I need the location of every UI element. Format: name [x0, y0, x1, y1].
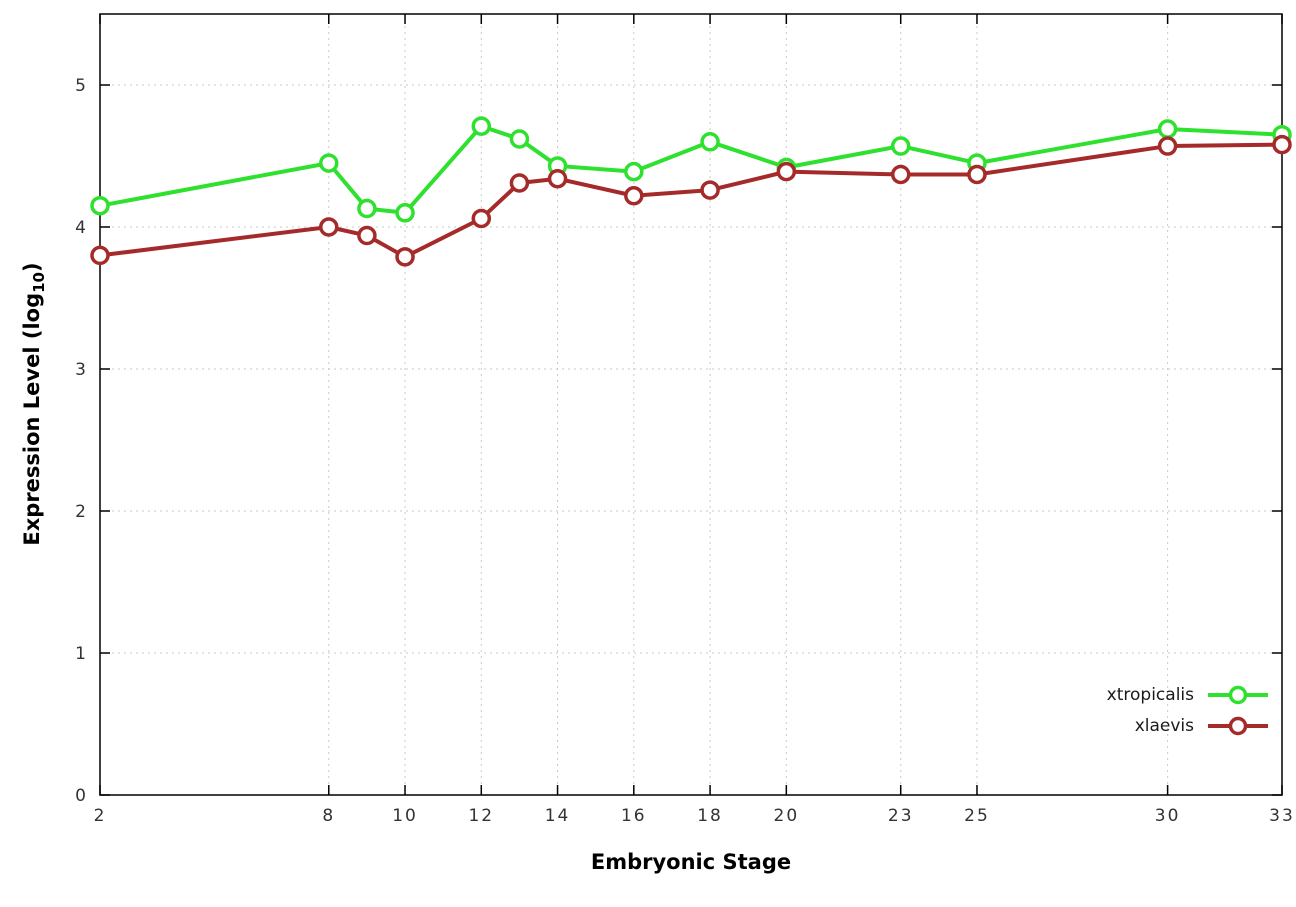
series-xlaevis — [90, 134, 1292, 267]
x-tick-label: 18 — [697, 806, 723, 826]
gridlines — [99, 14, 1283, 796]
data-point-marker — [890, 136, 911, 156]
data-point-marker — [890, 164, 911, 185]
x-tick-label: 30 — [1155, 806, 1181, 826]
plot-border — [99, 13, 1283, 796]
y-tick-label: 2 — [75, 502, 86, 522]
x-tick-label: 10 — [392, 806, 418, 826]
x-tick-label: 16 — [621, 806, 647, 826]
data-point-marker — [700, 132, 720, 152]
data-point-marker — [776, 161, 797, 182]
data-point-marker — [624, 186, 644, 206]
y-axis-title: Expression Level (log10) — [20, 262, 48, 545]
x-tick-label: 8 — [322, 806, 335, 826]
y-tick-label: 4 — [75, 218, 86, 238]
legend-label-xtropicalis: xtropicalis — [1106, 685, 1194, 705]
tick-marks — [99, 14, 1283, 796]
data-point-marker — [319, 153, 339, 173]
legend: xtropicalis xlaevis — [1107, 684, 1270, 737]
y-tick-label: 5 — [75, 76, 86, 96]
y-tick-label: 1 — [75, 644, 86, 664]
data-point-marker — [357, 225, 377, 246]
data-point-marker — [547, 168, 568, 189]
legend-sample-line-icon — [1208, 716, 1268, 736]
data-point-marker — [1157, 136, 1178, 156]
y-axis-title-text: Expression Level (log — [19, 292, 44, 546]
x-tick-label: 14 — [545, 806, 571, 826]
series-line — [98, 124, 1284, 215]
legend-label-xlaevis: xlaevis — [1134, 716, 1194, 736]
data-point-marker — [471, 208, 492, 229]
y-tick-label: 0 — [75, 786, 86, 806]
data-point-marker — [624, 161, 644, 182]
y-axis-title-close: ) — [19, 262, 44, 272]
data-point-marker — [1157, 119, 1178, 139]
data-point-marker — [700, 180, 720, 200]
data-point-marker — [509, 129, 530, 149]
x-axis-title: Embryonic Stage — [590, 850, 792, 874]
x-tick-label: 12 — [468, 806, 494, 826]
y-axis-title-subscript: 10 — [30, 272, 49, 293]
data-point-marker — [395, 247, 415, 267]
series-xtropicalis — [90, 116, 1292, 223]
x-tick-label: 2 — [94, 806, 107, 826]
x-tick-label: 25 — [964, 806, 990, 826]
x-tick-label: 20 — [774, 806, 800, 826]
data-point-marker — [90, 195, 110, 216]
data-point-marker — [395, 203, 415, 223]
data-point-marker — [471, 116, 492, 136]
data-point-marker — [967, 164, 987, 185]
x-tick-label: 33 — [1269, 806, 1295, 826]
data-point-marker — [357, 198, 377, 219]
legend-row-xlaevis: xlaevis — [1135, 715, 1270, 737]
series-line — [98, 142, 1284, 259]
data-point-marker — [319, 217, 339, 237]
x-tick-label: 23 — [888, 806, 914, 826]
data-point-marker — [1272, 134, 1292, 155]
data-point-marker — [509, 173, 530, 193]
data-point-marker — [90, 245, 110, 266]
y-tick-label: 3 — [75, 360, 86, 380]
legend-row-xtropicalis: xtropicalis — [1107, 684, 1270, 706]
legend-sample-line-icon — [1208, 685, 1268, 705]
